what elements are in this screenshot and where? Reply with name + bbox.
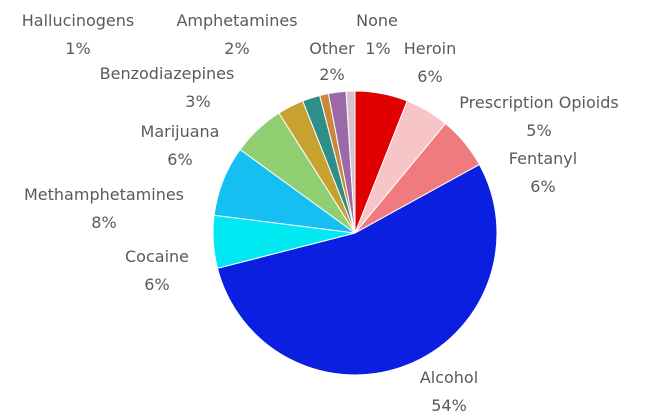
label-amphetamines-pct: 2%	[224, 39, 249, 58]
label-marijuana-pct: 6%	[167, 150, 192, 169]
label-cocaine-name: Cocaine	[125, 247, 189, 266]
label-heroin-name: Heroin	[404, 39, 456, 58]
label-methamphetamines-pct: 8%	[91, 213, 116, 232]
label-benzodiazepines-name: Benzodiazepines	[100, 64, 235, 83]
label-methamphetamines-name: Methamphetamines	[24, 185, 184, 204]
label-alcohol-name: Alcohol	[420, 368, 478, 387]
label-heroin-pct: 6%	[417, 67, 442, 86]
label-other-name: Other	[309, 39, 355, 58]
label-prescription-opioids-name: Prescription Opioids	[459, 93, 618, 112]
label-fentanyl-name: Fentanyl	[509, 149, 577, 168]
label-cocaine-pct: 6%	[144, 275, 169, 294]
label-prescription-opioids-pct: 5%	[526, 121, 551, 140]
label-fentanyl-pct: 6%	[530, 177, 555, 196]
label-alcohol-pct: 54%	[431, 396, 467, 415]
label-marijuana-name: Marijuana	[141, 122, 220, 141]
pie-labels: Hallucinogens 1% Amphetamines 2% None 1%…	[22, 11, 619, 415]
pie-slice-alcohol	[216, 163, 498, 376]
pie-slices	[212, 90, 498, 376]
label-none-name: None	[356, 11, 398, 30]
label-benzodiazepines-pct: 3%	[185, 92, 210, 111]
label-none-pct: 1%	[365, 39, 390, 58]
pie-slice-none	[345, 90, 356, 234]
label-amphetamines-name: Amphetamines	[176, 11, 297, 30]
label-hallucinogens-pct: 1%	[65, 39, 90, 58]
label-hallucinogens-name: Hallucinogens	[22, 11, 135, 30]
label-other-pct: 2%	[319, 65, 344, 84]
